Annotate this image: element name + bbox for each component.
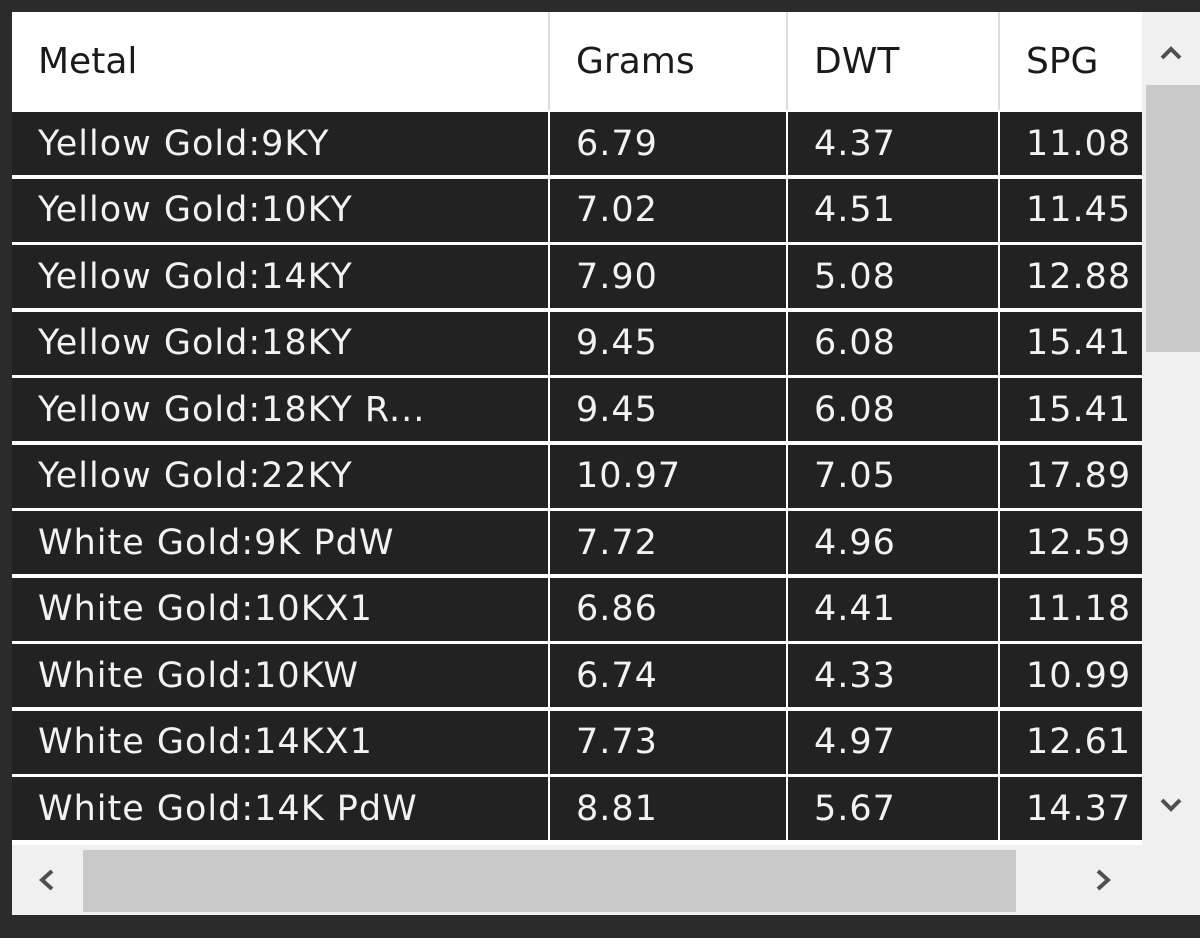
scrollbar-graphics <box>1146 46 1200 812</box>
table-cell: 7.73 <box>550 710 786 774</box>
table-cell: 15.41 <box>1000 311 1142 375</box>
scroll-up-arrow[interactable] <box>1160 46 1182 60</box>
table-cell: 6.79 <box>550 112 786 175</box>
column-header: Grams <box>550 12 786 110</box>
column-header: DWT <box>788 12 998 110</box>
table-cell: 4.37 <box>788 112 998 175</box>
table-cell: 14.37 <box>1000 777 1142 840</box>
header-separator <box>786 12 788 110</box>
table-cell: 5.08 <box>788 245 998 308</box>
table-cell: Yellow Gold:9KY <box>12 112 548 175</box>
table-cell: 6.08 <box>788 378 998 441</box>
scrollbar-graphics <box>39 850 1111 912</box>
table-cell: 11.18 <box>1000 577 1142 641</box>
table-cell: Yellow Gold:18KY R... <box>12 378 548 441</box>
table-cell: 9.45 <box>550 311 786 375</box>
data-grid: Metal Grams DWT SPG Yellow Gold:9KY 6.79 4.37 1… <box>12 12 1142 845</box>
table-cell: 4.33 <box>788 644 998 707</box>
table-cell: Yellow Gold:14KY <box>12 245 548 308</box>
scroll-down-arrow[interactable] <box>1160 798 1182 812</box>
table-cell: 6.08 <box>788 311 998 375</box>
horizontal-scrollbar[interactable] <box>12 845 1200 915</box>
table-cell: 12.88 <box>1000 245 1142 308</box>
vertical-scrollbar[interactable] <box>1142 12 1200 845</box>
table-cell: 15.41 <box>1000 378 1142 441</box>
table-cell: 12.61 <box>1000 710 1142 774</box>
table-cell: 11.08 <box>1000 112 1142 175</box>
table-cell: 9.45 <box>550 378 786 441</box>
table-cell: 4.96 <box>788 511 998 574</box>
column-header: Metal <box>12 12 548 110</box>
scroll-thumb[interactable] <box>83 850 1016 912</box>
table-cell: White Gold:10KX1 <box>12 577 548 641</box>
table-cell: 5.67 <box>788 777 998 840</box>
table-cell: White Gold:9K PdW <box>12 511 548 574</box>
table-cell: White Gold:10KW <box>12 644 548 707</box>
table-cell: White Gold:14KX1 <box>12 710 548 774</box>
table-cell: 7.90 <box>550 245 786 308</box>
table-cell: Yellow Gold:22KY <box>12 444 548 508</box>
table-cell: 4.97 <box>788 710 998 774</box>
table-cell: 11.45 <box>1000 178 1142 242</box>
table-cell: 12.59 <box>1000 511 1142 574</box>
scroll-left-arrow[interactable] <box>39 869 54 891</box>
scroll-right-arrow[interactable] <box>1096 869 1111 891</box>
header-separator <box>548 12 550 110</box>
header-separator <box>998 12 1000 110</box>
table-cell: Yellow Gold:18KY <box>12 311 548 375</box>
table-cell: Yellow Gold:10KY <box>12 178 548 242</box>
scroll-thumb[interactable] <box>1146 85 1200 352</box>
table-cell: 6.86 <box>550 577 786 641</box>
table-cell: 7.72 <box>550 511 786 574</box>
table-cell: 7.05 <box>788 444 998 508</box>
table-cell: 4.51 <box>788 178 998 242</box>
table-cell: 8.81 <box>550 777 786 840</box>
table-cell: 6.74 <box>550 644 786 707</box>
table-cell: 10.97 <box>550 444 786 508</box>
table-cell: 17.89 <box>1000 444 1142 508</box>
table-cell: 4.41 <box>788 577 998 641</box>
table-cell: 10.99 <box>1000 644 1142 707</box>
table-cell: White Gold:14K PdW <box>12 777 548 840</box>
table-cell: 7.02 <box>550 178 786 242</box>
column-header: SPG <box>1000 12 1142 110</box>
